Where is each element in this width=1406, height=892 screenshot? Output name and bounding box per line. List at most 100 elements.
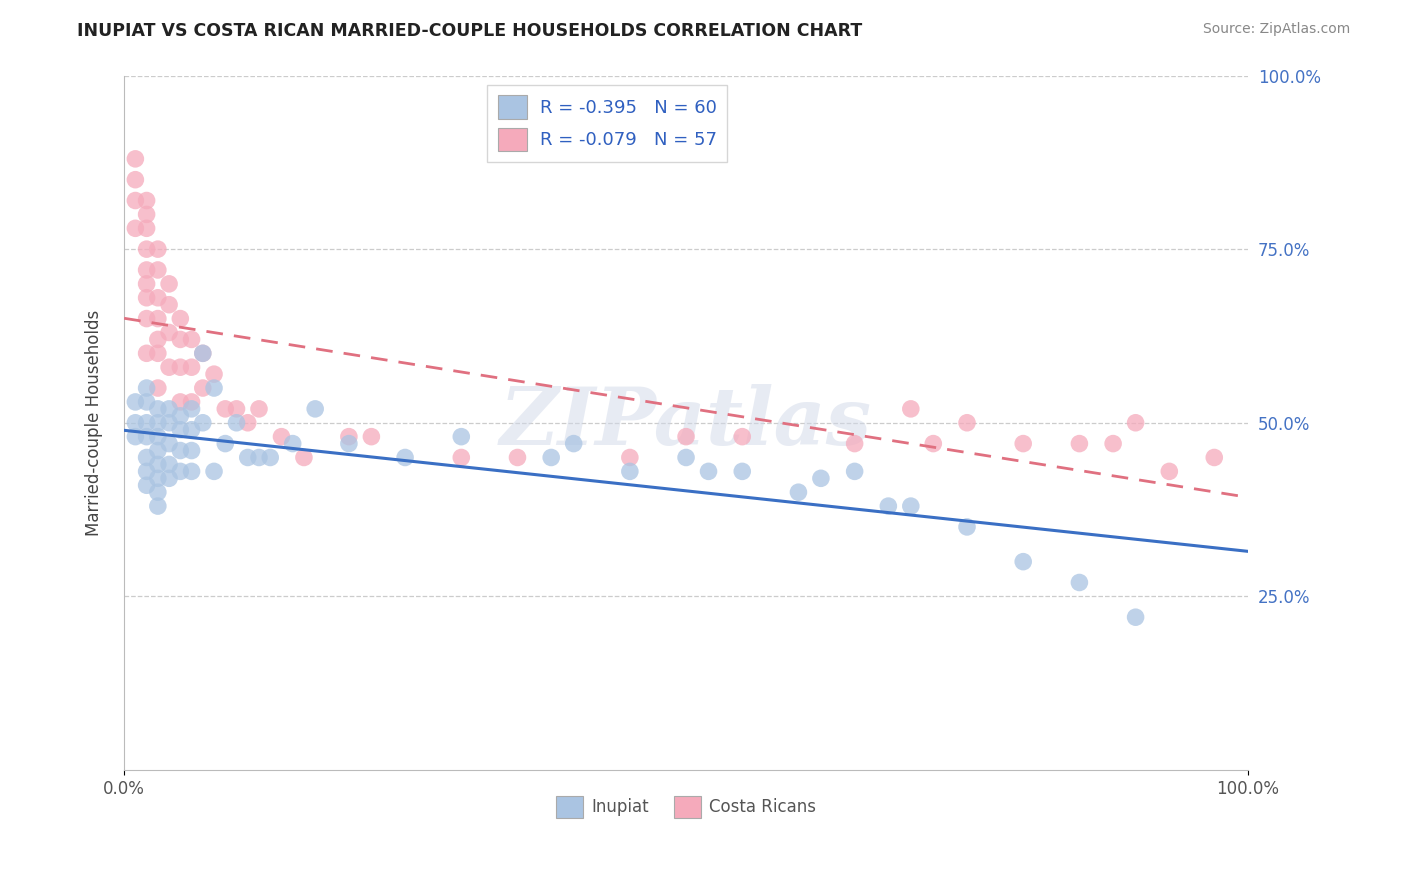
Point	[225, 416, 247, 430]
Point	[214, 436, 236, 450]
Point	[124, 194, 146, 208]
Point	[619, 450, 641, 465]
Point	[956, 416, 979, 430]
Point	[506, 450, 529, 465]
Point	[124, 172, 146, 186]
Point	[146, 458, 169, 472]
Point	[360, 430, 382, 444]
Point	[135, 242, 157, 256]
Point	[180, 401, 202, 416]
Point	[169, 409, 191, 423]
Point	[157, 277, 180, 291]
Point	[191, 416, 214, 430]
Point	[844, 436, 866, 450]
Point	[562, 436, 585, 450]
Point	[394, 450, 416, 465]
Point	[146, 346, 169, 360]
Point	[135, 381, 157, 395]
Point	[540, 450, 562, 465]
Point	[146, 242, 169, 256]
Point	[135, 291, 157, 305]
Point	[146, 430, 169, 444]
Point	[259, 450, 281, 465]
Point	[157, 326, 180, 340]
Point	[135, 450, 157, 465]
Point	[810, 471, 832, 485]
Point	[1125, 416, 1147, 430]
Point	[1204, 450, 1226, 465]
Point	[337, 430, 360, 444]
Point	[202, 464, 225, 478]
Point	[236, 416, 259, 430]
Point	[135, 221, 157, 235]
Point	[146, 416, 169, 430]
Point	[877, 499, 900, 513]
Point	[124, 416, 146, 430]
Point	[202, 367, 225, 381]
Point	[214, 401, 236, 416]
Point	[1102, 436, 1125, 450]
Point	[146, 443, 169, 458]
Point	[180, 360, 202, 375]
Point	[135, 194, 157, 208]
Point	[146, 499, 169, 513]
Point	[135, 263, 157, 277]
Point	[731, 464, 754, 478]
Point	[157, 298, 180, 312]
Point	[202, 381, 225, 395]
Point	[124, 221, 146, 235]
Point	[124, 395, 146, 409]
Point	[247, 450, 270, 465]
Point	[157, 401, 180, 416]
Point	[900, 401, 922, 416]
Point	[146, 333, 169, 347]
Point	[146, 471, 169, 485]
Point	[135, 430, 157, 444]
Point	[169, 333, 191, 347]
Point	[304, 401, 326, 416]
Point	[146, 263, 169, 277]
Text: INUPIAT VS COSTA RICAN MARRIED-COUPLE HOUSEHOLDS CORRELATION CHART: INUPIAT VS COSTA RICAN MARRIED-COUPLE HO…	[77, 22, 862, 40]
Point	[169, 464, 191, 478]
Point	[169, 443, 191, 458]
Point	[191, 381, 214, 395]
Point	[270, 430, 292, 444]
Point	[675, 430, 697, 444]
Point	[697, 464, 720, 478]
Y-axis label: Married-couple Households: Married-couple Households	[86, 310, 103, 536]
Point	[135, 416, 157, 430]
Point	[1012, 555, 1035, 569]
Point	[1012, 436, 1035, 450]
Point	[731, 430, 754, 444]
Point	[337, 436, 360, 450]
Point	[157, 360, 180, 375]
Point	[180, 443, 202, 458]
Point	[135, 311, 157, 326]
Point	[146, 311, 169, 326]
Point	[146, 485, 169, 500]
Point	[135, 277, 157, 291]
Point	[191, 346, 214, 360]
Point	[146, 401, 169, 416]
Point	[135, 207, 157, 221]
Point	[292, 450, 315, 465]
Text: ZIPatlas: ZIPatlas	[501, 384, 872, 461]
Point	[180, 333, 202, 347]
Point	[124, 430, 146, 444]
Point	[247, 401, 270, 416]
Point	[180, 464, 202, 478]
Point	[1069, 436, 1091, 450]
Point	[157, 436, 180, 450]
Point	[146, 291, 169, 305]
Point	[180, 395, 202, 409]
Point	[787, 485, 810, 500]
Point	[922, 436, 945, 450]
Point	[169, 395, 191, 409]
Point	[180, 423, 202, 437]
Point	[900, 499, 922, 513]
Point	[236, 450, 259, 465]
Point	[281, 436, 304, 450]
Point	[157, 471, 180, 485]
Point	[1159, 464, 1181, 478]
Legend: Inupiat, Costa Ricans: Inupiat, Costa Ricans	[550, 789, 823, 824]
